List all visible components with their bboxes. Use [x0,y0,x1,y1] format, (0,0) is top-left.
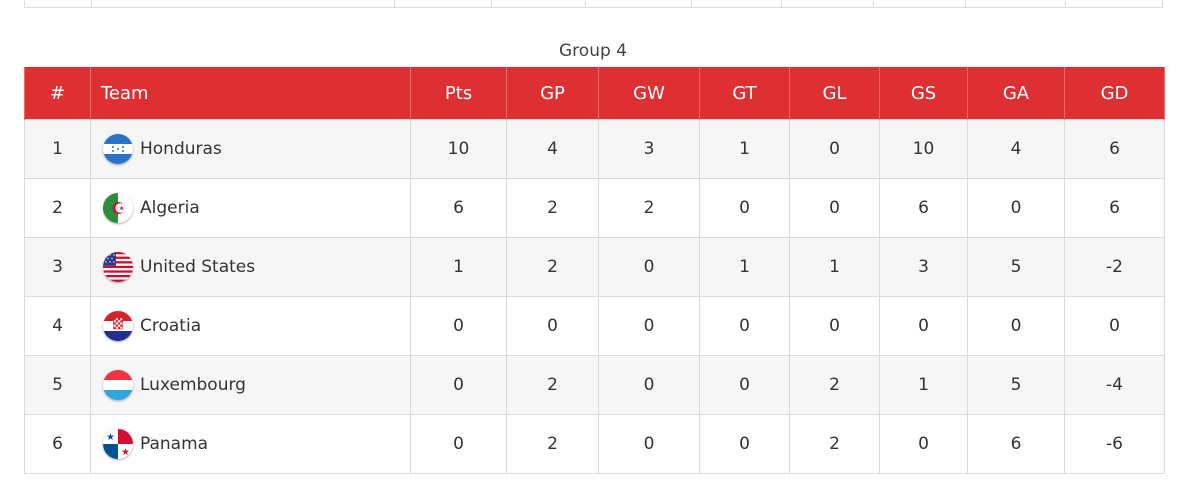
gs-cell: 10 [879,119,968,179]
table-row: 4 [24,296,1165,356]
algeria-flag-icon [103,193,133,223]
honduras-flag-icon [103,134,133,164]
table-row: 1 [24,119,1165,179]
panama-flag-icon [103,429,133,459]
team-cell[interactable]: United States [90,237,411,297]
gt-cell: 0 [699,296,790,356]
col-header-gp[interactable]: GP [506,67,599,120]
table-row: 5 Luxembourg 0 2 0 0 2 1 [24,355,1165,415]
pts-cell: 0 [410,296,507,356]
pts-cell: 10 [410,119,507,179]
col-header-ga[interactable]: GA [967,67,1065,120]
gl-cell: 0 [789,296,880,356]
gs-cell: 0 [879,414,968,474]
gw-cell: 0 [598,414,700,474]
gt-cell: 0 [699,178,790,238]
gt-cell: 1 [699,119,790,179]
ga-cell: 0 [967,296,1065,356]
col-header-gl[interactable]: GL [789,67,880,120]
pts-cell: 0 [410,355,507,415]
previous-table-remnant [24,0,1163,8]
team-cell[interactable]: Croatia [90,296,411,356]
pts-cell: 0 [410,414,507,474]
team-name: Algeria [140,198,200,218]
position-cell: 1 [24,119,91,179]
col-header-gw[interactable]: GW [598,67,700,120]
team-cell[interactable]: Luxembourg [90,355,411,415]
team-name: Luxembourg [140,375,246,395]
gl-cell: 2 [789,355,880,415]
table-header-row: # Team Pts GP GW GT GL GS GA GD [24,67,1165,120]
gd-cell: 6 [1064,178,1165,238]
gd-cell: 6 [1064,119,1165,179]
gl-cell: 2 [789,414,880,474]
gd-cell: 0 [1064,296,1165,356]
gt-cell: 1 [699,237,790,297]
gs-cell: 1 [879,355,968,415]
ga-cell: 5 [967,355,1065,415]
table-row: 6 Panama 0 2 0 [24,414,1165,474]
team-name: Honduras [140,139,222,159]
gs-cell: 3 [879,237,968,297]
gw-cell: 2 [598,178,700,238]
col-header-team[interactable]: Team [90,67,411,120]
gp-cell: 4 [506,119,599,179]
united-states-flag-icon [103,252,133,282]
gw-cell: 3 [598,119,700,179]
gl-cell: 0 [789,119,880,179]
gw-cell: 0 [598,296,700,356]
position-cell: 5 [24,355,91,415]
team-cell[interactable]: Honduras [90,119,411,179]
position-cell: 4 [24,296,91,356]
gd-cell: -2 [1064,237,1165,297]
position-cell: 6 [24,414,91,474]
croatia-flag-icon [103,311,133,341]
col-header-gd[interactable]: GD [1064,67,1165,120]
team-name: Croatia [140,316,202,336]
gs-cell: 6 [879,178,968,238]
gp-cell: 2 [506,237,599,297]
col-header-pos[interactable]: # [24,67,91,120]
pts-cell: 1 [410,237,507,297]
gs-cell: 0 [879,296,968,356]
team-cell[interactable]: Panama [90,414,411,474]
gw-cell: 0 [598,237,700,297]
luxembourg-flag-icon [103,370,133,400]
team-name: Panama [140,434,209,454]
gt-cell: 0 [699,414,790,474]
team-name: United States [140,257,256,277]
position-cell: 3 [24,237,91,297]
ga-cell: 6 [967,414,1065,474]
col-header-pts[interactable]: Pts [410,67,507,120]
table-row: 3 [24,237,1165,297]
ga-cell: 0 [967,178,1065,238]
gl-cell: 1 [789,237,880,297]
position-cell: 2 [24,178,91,238]
team-cell[interactable]: Algeria [90,178,411,238]
gp-cell: 2 [506,178,599,238]
col-header-gt[interactable]: GT [699,67,790,120]
gp-cell: 2 [506,355,599,415]
gp-cell: 2 [506,414,599,474]
ga-cell: 5 [967,237,1065,297]
pts-cell: 6 [410,178,507,238]
gt-cell: 0 [699,355,790,415]
standings-table: # Team Pts GP GW GT GL GS GA GD 1 [24,67,1165,474]
table-row: 2 Alge [24,178,1165,238]
gd-cell: -4 [1064,355,1165,415]
group-title: Group 4 [559,41,627,61]
ga-cell: 4 [967,119,1065,179]
gp-cell: 0 [506,296,599,356]
col-header-gs[interactable]: GS [879,67,968,120]
gd-cell: -6 [1064,414,1165,474]
gl-cell: 0 [789,178,880,238]
gw-cell: 0 [598,355,700,415]
